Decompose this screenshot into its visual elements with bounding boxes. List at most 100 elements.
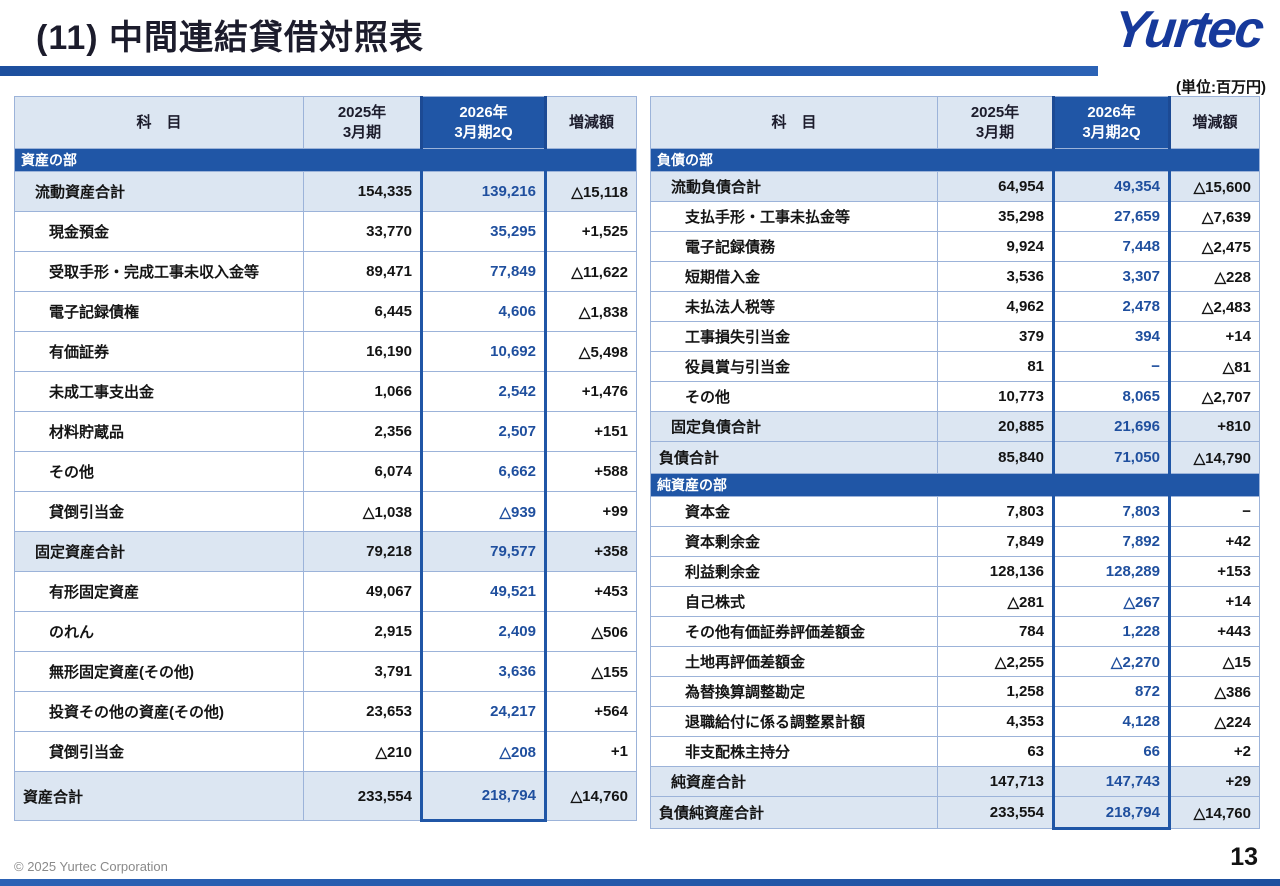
row-label: 負債純資産合計 xyxy=(650,796,938,829)
value-prev: 79,218 xyxy=(303,531,422,572)
liabilities-and-net-assets-table: 科 目 2025年 3月期 2026年 3月期2Q 増減額 負債の部 流動負債合計 64,9… xyxy=(650,96,1260,830)
value-curr: △2,270 xyxy=(1052,646,1171,677)
value-curr: 21,696 xyxy=(1052,411,1171,442)
table-row: 貸倒引当金 △1,038 △939 +99 xyxy=(14,491,637,532)
value-change: △155 xyxy=(545,651,637,692)
value-curr: 218,794 xyxy=(420,771,547,822)
row-label: 貸倒引当金 xyxy=(14,731,304,772)
table-row: 支払手形・工事未払金等 35,298 27,659 △7,639 xyxy=(650,201,1260,232)
row-label: その他 xyxy=(14,451,304,492)
table-row: 現金預金 33,770 35,295 +1,525 xyxy=(14,211,637,252)
table-row: 純資産合計 147,713 147,743 +29 xyxy=(650,766,1260,797)
value-curr: 24,217 xyxy=(420,691,547,732)
value-curr: 139,216 xyxy=(420,171,547,212)
value-curr: 2,507 xyxy=(420,411,547,452)
table-row: 貸倒引当金 △210 △208 +1 xyxy=(14,731,637,772)
unit-note: (単位:百万円) xyxy=(1176,79,1266,96)
bottom-bar xyxy=(0,879,1280,886)
value-change: △81 xyxy=(1169,351,1260,382)
balance-sheet-table: 科 目 2025年 3月期 2026年 3月期2Q 増減額 資産の部 流動資産合計 154,… xyxy=(14,96,637,822)
column-header-prev: 2025年 3月期 xyxy=(937,96,1054,149)
value-curr: 7,803 xyxy=(1052,496,1171,527)
value-change: +588 xyxy=(545,451,637,492)
copyright: © 2025 Yurtec Corporation xyxy=(14,859,168,874)
value-change: +29 xyxy=(1169,766,1260,797)
table-row: 流動負債合計 64,954 49,354 △15,600 xyxy=(650,171,1260,202)
value-change: +810 xyxy=(1169,411,1260,442)
value-curr: 4,606 xyxy=(420,291,547,332)
assets-table: 科 目 2025年 3月期 2026年 3月期2Q 増減額 資産の部 流動資産合計 154,… xyxy=(14,96,637,822)
value-change: △11,622 xyxy=(545,251,637,292)
value-change: +453 xyxy=(545,571,637,612)
value-change: +99 xyxy=(545,491,637,532)
value-prev: 7,803 xyxy=(937,496,1054,527)
row-label: その他 xyxy=(650,381,938,412)
value-change: △14,790 xyxy=(1169,441,1260,474)
value-prev: 233,554 xyxy=(303,771,422,821)
value-prev: 4,353 xyxy=(937,706,1054,737)
value-curr: 8,065 xyxy=(1052,381,1171,412)
value-change: △5,498 xyxy=(545,331,637,372)
row-label: 貸倒引当金 xyxy=(14,491,304,532)
row-label: 為替換算調整勘定 xyxy=(650,676,938,707)
value-prev: 64,954 xyxy=(937,171,1054,202)
row-label: のれん xyxy=(14,611,304,652)
row-label: 純資産合計 xyxy=(650,766,938,797)
value-prev: △281 xyxy=(937,586,1054,617)
value-prev: 154,335 xyxy=(303,171,422,212)
value-curr: 4,128 xyxy=(1052,706,1171,737)
value-curr: 71,050 xyxy=(1052,441,1171,474)
value-curr: △939 xyxy=(420,491,547,532)
table-row: 未払法人税等 4,962 2,478 △2,483 xyxy=(650,291,1260,322)
value-prev: 16,190 xyxy=(303,331,422,372)
page-title: (11) 中間連結貸借対照表 xyxy=(36,19,425,57)
value-curr: − xyxy=(1052,351,1171,382)
value-curr: 3,307 xyxy=(1052,261,1171,292)
value-change: +151 xyxy=(545,411,637,452)
value-curr: 7,892 xyxy=(1052,526,1171,557)
row-label: 資本剰余金 xyxy=(650,526,938,557)
column-header-item: 科 目 xyxy=(650,96,938,149)
value-prev: 85,840 xyxy=(937,441,1054,474)
title-underline-bar xyxy=(0,66,1098,76)
header-row: 科 目 2025年 3月期 2026年 3月期2Q 増減額 xyxy=(14,96,637,149)
section-header-row: 純資産の部 xyxy=(650,473,1260,497)
section-header-row: 負債の部 xyxy=(650,148,1260,172)
section-header-row: 資産の部 xyxy=(14,148,637,172)
row-label: 現金預金 xyxy=(14,211,304,252)
table-row: 非支配株主持分 63 66 +2 xyxy=(650,736,1260,767)
value-curr: 6,662 xyxy=(420,451,547,492)
row-label: その他有価証券評価差額金 xyxy=(650,616,938,647)
table-row: 有形固定資産 49,067 49,521 +453 xyxy=(14,571,637,612)
row-label: 自己株式 xyxy=(650,586,938,617)
table-row: その他 6,074 6,662 +588 xyxy=(14,451,637,492)
table-row: 無形固定資産(その他) 3,791 3,636 △155 xyxy=(14,651,637,692)
table-row: 受取手形・完成工事未収入金等 89,471 77,849 △11,622 xyxy=(14,251,637,292)
section-label: 純資産の部 xyxy=(650,473,1260,497)
table-row: 資産合計 233,554 218,794 △14,760 xyxy=(14,771,637,822)
value-change: +1,525 xyxy=(545,211,637,252)
value-prev: 49,067 xyxy=(303,571,422,612)
row-label: 資本金 xyxy=(650,496,938,527)
value-curr: 147,743 xyxy=(1052,766,1171,797)
row-label: 有価証券 xyxy=(14,331,304,372)
value-change: +42 xyxy=(1169,526,1260,557)
value-change: △386 xyxy=(1169,676,1260,707)
table-row: 負債純資産合計 233,554 218,794 △14,760 xyxy=(650,796,1260,830)
value-curr: 66 xyxy=(1052,736,1171,767)
value-prev: 35,298 xyxy=(937,201,1054,232)
value-prev: 3,536 xyxy=(937,261,1054,292)
value-change: △1,838 xyxy=(545,291,637,332)
table-row: 有価証券 16,190 10,692 △5,498 xyxy=(14,331,637,372)
value-curr: 7,448 xyxy=(1052,231,1171,262)
value-curr: 2,542 xyxy=(420,371,547,412)
table-row: 資本剰余金 7,849 7,892 +42 xyxy=(650,526,1260,557)
value-prev: 6,074 xyxy=(303,451,422,492)
value-prev: 33,770 xyxy=(303,211,422,252)
table-row: 負債合計 85,840 71,050 △14,790 xyxy=(650,441,1260,474)
column-header-prev: 2025年 3月期 xyxy=(303,96,422,149)
row-label: 流動負債合計 xyxy=(650,171,938,202)
table-row: 工事損失引当金 379 394 +14 xyxy=(650,321,1260,352)
table-row: 材料貯蔵品 2,356 2,507 +151 xyxy=(14,411,637,452)
value-curr: 10,692 xyxy=(420,331,547,372)
